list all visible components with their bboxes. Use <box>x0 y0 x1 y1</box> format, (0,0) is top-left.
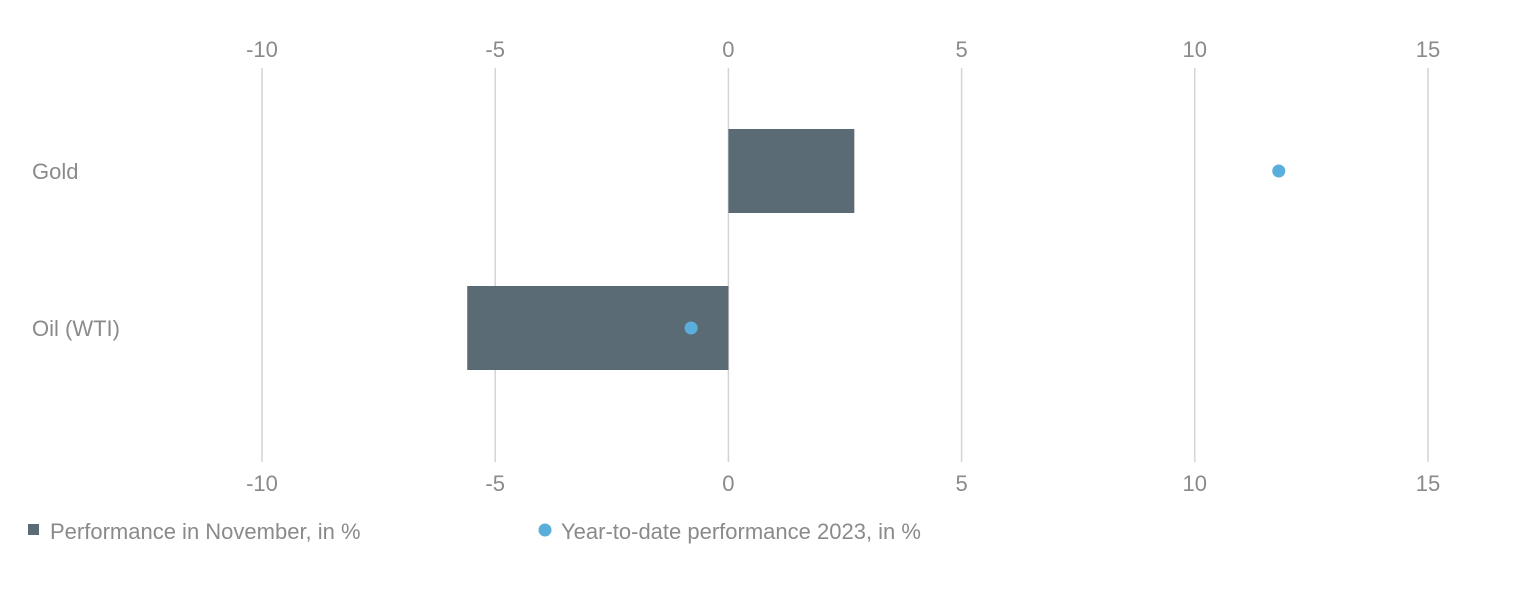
legend: Performance in November, in % Year-to-dat… <box>28 519 921 544</box>
x-tick-label-bottom: 5 <box>955 471 967 496</box>
legend-swatch-square-icon <box>28 524 39 535</box>
dot-gold <box>1272 164 1286 178</box>
category-label: Oil (WTI) <box>32 316 120 341</box>
x-tick-label-bottom: 10 <box>1183 471 1207 496</box>
x-tick-label-top: 5 <box>955 37 967 62</box>
x-tick-label-bottom: -5 <box>485 471 505 496</box>
x-axis-top-tick-labels: -10 -5 0 5 10 15 <box>246 37 1440 62</box>
x-tick-label-bottom: 15 <box>1416 471 1440 496</box>
dot-oil-wti <box>684 321 698 335</box>
legend-label: Year-to-date performance 2023, in % <box>561 519 921 544</box>
dots <box>684 164 1286 335</box>
bars <box>467 129 855 370</box>
x-tick-label-bottom: 0 <box>722 471 734 496</box>
x-tick-label-top: -5 <box>485 37 505 62</box>
x-axis-bottom-tick-labels: -10 -5 0 5 10 15 <box>246 471 1440 496</box>
x-tick-label-top: 15 <box>1416 37 1440 62</box>
x-tick-label-top: 10 <box>1183 37 1207 62</box>
x-tick-label-top: -10 <box>246 37 278 62</box>
x-tick-label-bottom: -10 <box>246 471 278 496</box>
category-labels: Gold Oil (WTI) <box>32 159 120 341</box>
legend-swatch-dot-icon <box>538 523 552 537</box>
x-tick-label-top: 0 <box>722 37 734 62</box>
category-label: Gold <box>32 159 78 184</box>
bar-gold <box>728 129 855 213</box>
gridlines <box>261 68 1429 462</box>
legend-label: Performance in November, in % <box>50 519 361 544</box>
